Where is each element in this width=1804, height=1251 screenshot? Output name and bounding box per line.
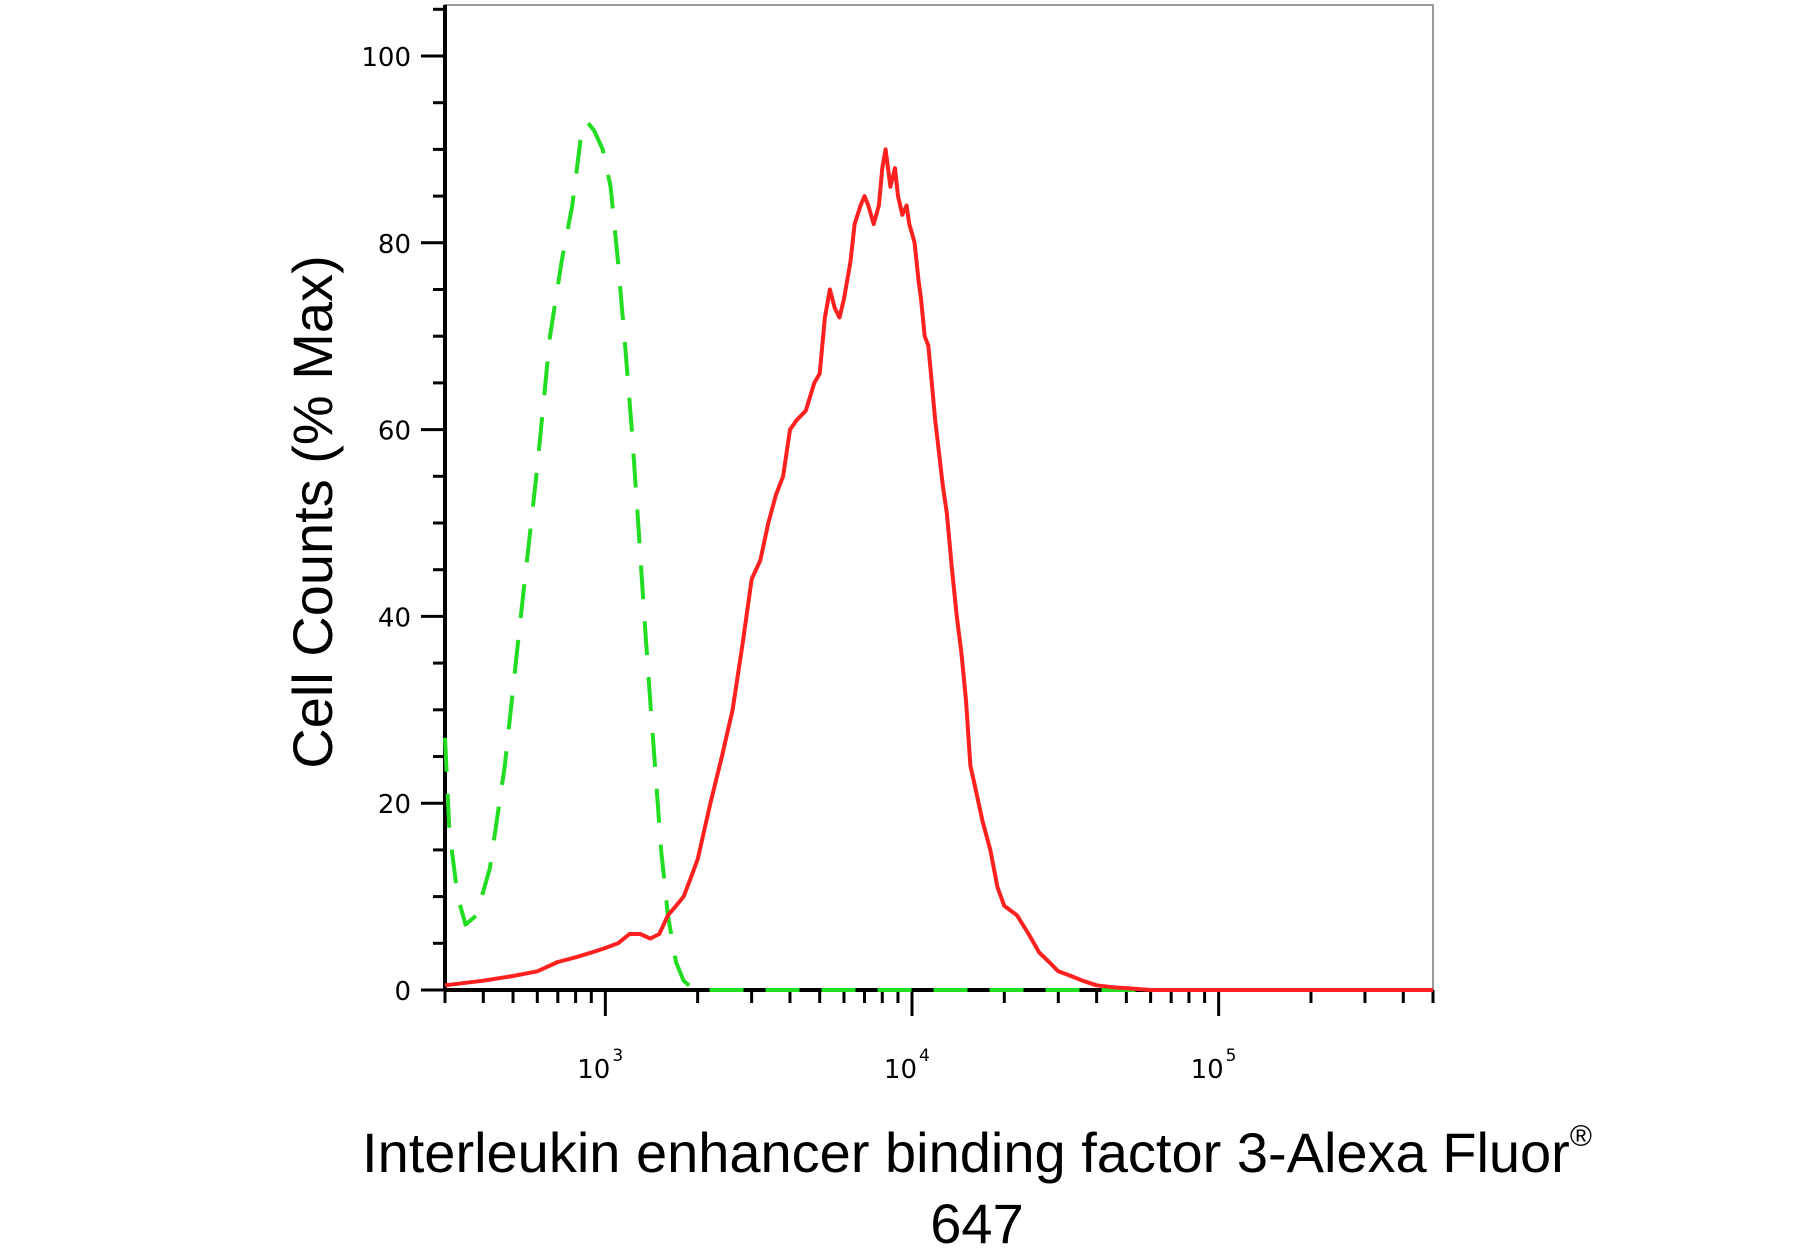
y-tick-label: 100 <box>361 43 411 73</box>
plot-frame <box>444 4 1434 991</box>
y-tick-label: 80 <box>378 230 411 260</box>
x-axis-label-line2: 647 <box>930 1192 1023 1251</box>
x-axis-ticks: 10 3 10 4 10 5 <box>443 990 1435 1085</box>
y-tick-label: 40 <box>378 603 411 633</box>
x-tick-label: 10 3 <box>577 1046 623 1085</box>
x-tick-label: 10 5 <box>1191 1046 1237 1085</box>
x-tick-label-base: 10 <box>884 1055 917 1085</box>
x-axis-label: Interleukin enhancer binding factor 3-Al… <box>362 1120 1592 1184</box>
y-tick-label: 60 <box>378 417 411 447</box>
x-tick-label: 10 4 <box>884 1046 930 1085</box>
x-tick-label-exponent: 3 <box>612 1046 623 1066</box>
x-axis-label-superscript: ® <box>1570 1120 1592 1153</box>
x-tick-label-base: 10 <box>577 1055 610 1085</box>
y-axis-ticks: 0 20 40 60 80 100 <box>361 7 445 1007</box>
y-tick-label: 0 <box>394 977 411 1007</box>
x-axis-label-main: Interleukin enhancer binding factor 3-Al… <box>362 1121 1570 1184</box>
x-tick-label-base: 10 <box>1191 1055 1224 1085</box>
series-lines <box>443 119 1433 992</box>
x-tick-label-exponent: 4 <box>919 1046 930 1066</box>
series-line-dashed <box>443 119 1433 992</box>
y-tick-label: 20 <box>378 790 411 820</box>
series-line-solid <box>444 147 1433 992</box>
x-tick-label-exponent: 5 <box>1226 1046 1237 1066</box>
y-axis-label: Cell Counts (% Max) <box>281 255 344 768</box>
